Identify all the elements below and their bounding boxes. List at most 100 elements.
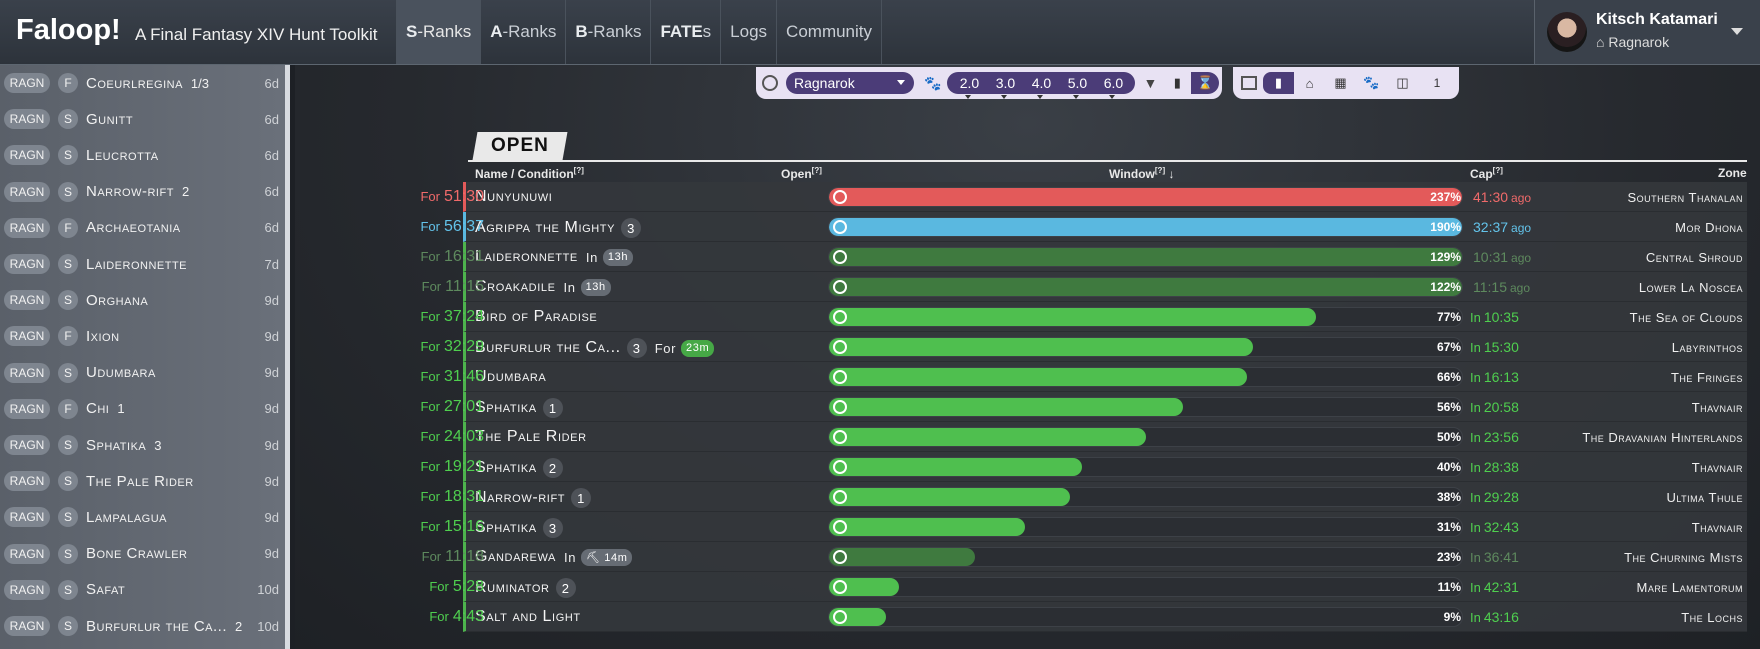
skull-icon — [833, 220, 847, 234]
hourglass-icon[interactable]: ⌛ — [1197, 75, 1214, 90]
column-count[interactable]: 1 — [1433, 76, 1441, 90]
map-icon[interactable]: ▦ — [1334, 75, 1347, 90]
row-name-cell[interactable]: Gandarewa In ⛏ 14m — [475, 548, 633, 566]
brand-logo[interactable]: Faloop! — [16, 14, 121, 46]
sidebar-kill-item[interactable]: RAGN S Sphatika 3 9d — [0, 430, 285, 460]
sidebar-kill-item[interactable]: RAGN S Gunitt 6d — [0, 104, 285, 134]
table-row[interactable]: Narrow-rift 1 For 18:31 38% In 29:28 Ultima Thu… — [420, 482, 1747, 512]
spawned-filter-button[interactable]: ▮ — [1163, 72, 1192, 94]
skull-icon — [833, 340, 847, 354]
columns-icon[interactable]: ◫ — [1396, 75, 1409, 90]
window-percent: 66% — [1436, 370, 1461, 384]
row-name-cell[interactable]: The Pale Rider — [475, 428, 587, 446]
sidebar-kill-item[interactable]: RAGN S Lampalagua 9d — [0, 502, 285, 532]
sidebar-kill-item[interactable]: RAGN F Archaeotania 6d — [0, 213, 285, 243]
table-row[interactable]: Sphatika 1 For 27:01 56% In 20:58 Thavnair — [420, 392, 1747, 422]
patch-2-0-button[interactable]: 2.0 — [951, 75, 987, 99]
patch-6-0-button[interactable]: 6.0 — [1095, 75, 1131, 99]
table-row[interactable]: Sphatika 3 For 15:16 31% In 32:43 Thavnair — [420, 512, 1747, 542]
header-open[interactable]: Open[?] — [781, 166, 822, 181]
expand-icon[interactable] — [1241, 76, 1257, 90]
rank-badge: S — [58, 543, 78, 564]
tab-a-ranks[interactable]: A -Ranks — [480, 0, 565, 64]
row-name-cell[interactable]: Laideronnette In 13h — [475, 248, 634, 266]
sidebar-kill-item[interactable]: RAGN S Burfurlur the Ca... 2 10d — [0, 611, 285, 641]
condition: In 13h — [564, 278, 611, 296]
world-badge: RAGN — [4, 543, 50, 564]
table-row[interactable]: Croakadile In 13h For 11:15 122% 11:15 ago Lower… — [422, 272, 1747, 302]
mob-name: Nunyunuwi — [475, 188, 553, 205]
mob-name: Croakadile — [475, 278, 556, 295]
header-name[interactable]: Name / Condition[?] — [475, 166, 584, 181]
mob-name: Agrippa the Mighty — [475, 219, 616, 236]
tab-b-ranks[interactable]: B -Ranks — [565, 0, 650, 64]
paw-icon[interactable]: 🐾 — [1363, 75, 1380, 90]
row-name-cell[interactable]: Nunyunuwi — [475, 188, 552, 206]
sidebar-kill-item[interactable]: RAGN S Bone Crawler 9d — [0, 539, 285, 569]
sidebar-kill-item[interactable]: RAGN S Narrow-rift 2 6d — [0, 177, 285, 207]
mob-name: Udumbara — [86, 364, 156, 382]
skull-icon — [833, 520, 847, 534]
world-badge: RAGN — [4, 109, 50, 130]
rank-badge: S — [58, 362, 78, 383]
patch-5-0-button[interactable]: 5.0 — [1059, 75, 1095, 99]
tower-view-button[interactable]: ▮ — [1263, 72, 1294, 94]
kill-age: 7d — [264, 256, 279, 272]
open-cell: For 56:37 — [420, 218, 484, 235]
header-window[interactable]: Window[?] ↓ — [1109, 166, 1175, 181]
header-cap[interactable]: Cap[?] — [1470, 166, 1503, 181]
sidebar-kill-item[interactable]: RAGN S Laideronnette 7d — [0, 249, 285, 279]
row-name-cell[interactable]: Narrow-rift 1 — [475, 488, 592, 508]
row-name-cell[interactable]: Salt and Light — [475, 608, 581, 626]
home-icon: ⌂ — [1596, 34, 1609, 50]
table-row[interactable]: Burfurlur the Ca... 3 For 23m For 32:29 67% In 1… — [420, 332, 1747, 362]
sidebar-kill-item[interactable]: RAGN S Safat 10d — [0, 575, 285, 605]
instance-badge: 3 — [542, 518, 563, 538]
sidebar-kill-item[interactable]: RAGN F Ixion 9d — [0, 321, 285, 351]
table-row[interactable]: Gandarewa In ⛏ 14m For 11:18 23% In 36:41 The Ch… — [422, 542, 1747, 572]
tab-fates[interactable]: FATE s — [650, 0, 720, 64]
table-row[interactable]: Agrippa the Mighty 3 For 56:37 190% 32:37 ago M… — [420, 212, 1747, 242]
row-name-cell[interactable]: Sphatika 2 — [475, 458, 563, 478]
sidebar-kill-item[interactable]: RAGN S The Pale Rider 9d — [0, 466, 285, 496]
sidebar-kill-item[interactable]: RAGN F Coeurlregina 1/3 6d — [0, 68, 285, 98]
tab-s-ranks[interactable]: S -Ranks — [396, 0, 481, 64]
sidebar-kill-item[interactable]: RAGN F Chi 1 9d — [0, 394, 285, 424]
home-icon[interactable]: ⌂ — [1305, 75, 1314, 91]
kill-age: 9d — [264, 509, 279, 525]
table-row[interactable]: Ruminator 2 For 5:28 11% In 42:31 Mare Lamentor… — [429, 572, 1747, 602]
table-row[interactable]: Bird of Paradise For 37:24 77% In 10:35 The Se… — [420, 302, 1747, 332]
row-name-cell[interactable]: Bird of Paradise — [475, 308, 597, 326]
sidebar-kill-item[interactable]: RAGN S Udumbara 9d — [0, 358, 285, 388]
patch-3-0-button[interactable]: 3.0 — [987, 75, 1023, 99]
row-name-cell[interactable]: Sphatika 3 — [475, 518, 563, 538]
row-name-cell[interactable]: Burfurlur the Ca... 3 For 23m — [475, 338, 715, 358]
rank-badge: S — [58, 145, 78, 166]
sidebar-kill-item[interactable]: RAGN S Orghana 9d — [0, 285, 285, 315]
table-row[interactable]: The Pale Rider For 24:03 50% In 23:56 The Drav… — [420, 422, 1747, 452]
row-name-cell[interactable]: Udumbara — [475, 368, 546, 386]
cap-cell: In 28:38 — [1470, 459, 1519, 475]
world-select[interactable]: Ragnarok — [786, 72, 914, 94]
table-row[interactable]: Laideronnette In 13h For 16:31 129% 10:31 ago Ce… — [420, 242, 1747, 272]
header-zone[interactable]: Zone — [1718, 166, 1747, 180]
chevron-down-icon[interactable] — [1731, 28, 1743, 35]
table-row[interactable]: Nunyunuwi For 51:30 237% 41:30 ago Southern Th… — [420, 182, 1747, 212]
tab-community[interactable]: Community — [776, 0, 883, 64]
section-tab-open[interactable]: OPEN — [472, 132, 568, 160]
row-name-cell[interactable]: Agrippa the Mighty 3 — [475, 218, 642, 238]
user-menu[interactable]: Kitsch Katamari ⌂ Ragnarok — [1534, 0, 1760, 64]
table-row[interactable]: Sphatika 2 For 19:21 40% In 28:38 Thavnair — [420, 452, 1747, 482]
tab-logs[interactable]: Logs — [720, 0, 776, 64]
table-row[interactable]: Udumbara For 31:46 66% In 16:13 The Fringes — [420, 362, 1747, 392]
row-name-cell[interactable]: Croakadile In 13h — [475, 278, 611, 296]
sidebar-kill-item[interactable]: RAGN S Leucrotta 6d — [0, 140, 285, 170]
rank-badge: F — [58, 398, 78, 419]
row-name-cell[interactable]: Ruminator 2 — [475, 578, 576, 598]
row-name-cell[interactable]: Sphatika 1 — [475, 398, 563, 418]
open-cell: For 16:31 — [420, 248, 484, 265]
kill-age: 6d — [264, 75, 279, 91]
table-row[interactable]: Salt and Light For 4:43 9% In 43:16 The Lochs — [429, 602, 1747, 632]
patch-4-0-button[interactable]: 4.0 — [1023, 75, 1059, 99]
section-divider — [468, 160, 1747, 162]
